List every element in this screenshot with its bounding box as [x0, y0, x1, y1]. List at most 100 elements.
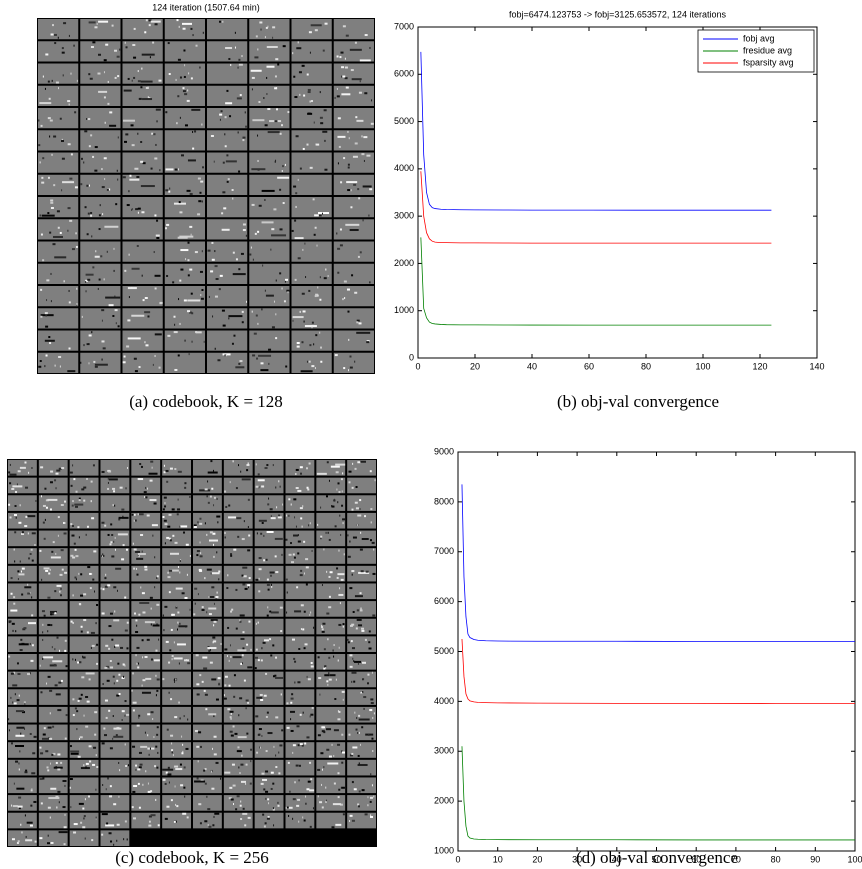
atom-pixel	[187, 241, 190, 244]
atom	[38, 63, 79, 84]
atom-pixel	[372, 572, 376, 575]
atom-pixel	[370, 521, 372, 524]
atom-pixel	[187, 310, 191, 313]
atom-pixel	[370, 773, 372, 776]
atom	[333, 286, 374, 307]
atom-pixel	[201, 288, 204, 291]
atom-pixel	[326, 748, 330, 751]
atom-pixel	[95, 622, 97, 625]
line	[420, 237, 772, 326]
atom	[8, 706, 37, 723]
atom-pixel	[58, 355, 62, 358]
atom-pixel	[305, 802, 307, 805]
atom-pixel	[242, 566, 248, 569]
atom	[285, 495, 315, 511]
atom	[38, 618, 68, 635]
atom-pixel	[342, 625, 344, 628]
atom-pixel	[308, 462, 311, 465]
atom-pixel	[268, 348, 272, 351]
atom-pixel	[235, 808, 238, 811]
atom-pixel	[20, 732, 22, 735]
atom-pixel	[53, 135, 57, 138]
atom-pixel	[39, 102, 52, 105]
atom	[131, 530, 161, 547]
atom-pixel	[171, 658, 173, 661]
atom-pixel	[209, 595, 215, 598]
atom-pixel	[276, 506, 278, 509]
atom-pixel	[321, 783, 323, 786]
atom	[347, 583, 376, 600]
atom-pixel	[41, 181, 45, 184]
atom-pixel	[304, 242, 306, 245]
atom-pixel	[212, 543, 214, 546]
atom-pixel	[209, 649, 211, 652]
atom-pixel	[325, 666, 327, 669]
atom-pixel	[370, 814, 372, 817]
atom-pixel	[50, 613, 54, 616]
atom-pixel	[294, 219, 297, 222]
atom-pixel	[258, 733, 261, 736]
atom-pixel	[102, 347, 106, 350]
atom-pixel	[98, 53, 102, 56]
atom	[131, 583, 161, 600]
atom	[291, 330, 332, 351]
atom-pixel	[46, 682, 48, 685]
atom-pixel	[257, 621, 259, 624]
atom	[38, 812, 68, 829]
atom	[223, 548, 253, 564]
atom-pixel	[269, 508, 273, 511]
atom-pixel	[213, 496, 216, 499]
atom	[162, 477, 191, 494]
atom-pixel	[272, 36, 274, 39]
atom-pixel	[73, 44, 75, 47]
atom-pixel	[126, 345, 130, 348]
atom	[249, 19, 290, 40]
atom-pixel	[53, 766, 63, 769]
atom-pixel	[328, 678, 332, 681]
atom-pixel	[265, 770, 269, 773]
atom-pixel	[118, 761, 120, 764]
atom-pixel	[9, 463, 11, 466]
atom-pixel	[214, 265, 218, 268]
atom-pixel	[92, 155, 95, 158]
atom-pixel	[335, 678, 337, 681]
atom-pixel	[371, 541, 375, 544]
atom-pixel	[80, 573, 83, 576]
atom-pixel	[136, 567, 138, 570]
atom-pixel	[139, 601, 150, 604]
atom-pixel	[255, 578, 259, 581]
atom-pixel	[167, 42, 170, 45]
atom-pixel	[271, 228, 275, 231]
atom-pixel	[109, 543, 112, 546]
atom-pixel	[351, 78, 362, 81]
atom-pixel	[309, 789, 315, 792]
atom-pixel	[39, 549, 42, 552]
atom-pixel	[324, 139, 326, 142]
atom-pixel	[295, 192, 298, 195]
atom	[100, 706, 130, 723]
atom-pixel	[85, 280, 87, 283]
atom-pixel	[146, 514, 150, 517]
atom-pixel	[69, 177, 73, 180]
atom-pixel	[96, 766, 99, 769]
atom-pixel	[40, 466, 44, 469]
atom-pixel	[212, 469, 214, 472]
atom-pixel	[317, 523, 319, 526]
atom-pixel	[116, 839, 118, 842]
atom-pixel	[58, 831, 68, 834]
atom-pixel	[245, 699, 249, 702]
atom-pixel	[323, 766, 325, 769]
atom-pixel	[70, 620, 73, 623]
atom-pixel	[296, 804, 300, 807]
atom-pixel	[171, 655, 174, 658]
atom-pixel	[230, 712, 232, 715]
atom	[164, 130, 205, 151]
atom-pixel	[118, 518, 121, 521]
atom-pixel	[182, 812, 187, 815]
atom-pixel	[141, 211, 145, 214]
atom	[291, 263, 332, 284]
atom-pixel	[270, 517, 276, 520]
atom-pixel	[131, 208, 133, 211]
atom-pixel	[137, 553, 146, 556]
atom	[193, 601, 222, 617]
